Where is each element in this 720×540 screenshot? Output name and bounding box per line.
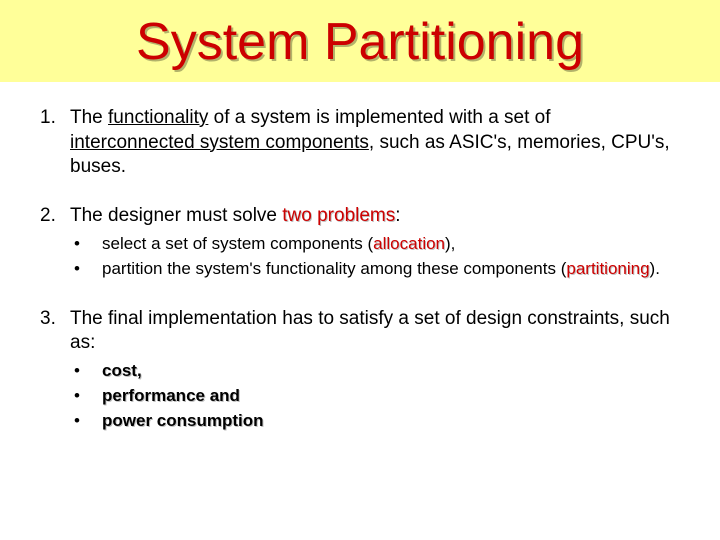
- sub-list: • select a set of system components (all…: [70, 233, 680, 281]
- list-body: The final implementation has to satisfy …: [70, 307, 680, 435]
- slide-title: System Partitioning: [0, 12, 720, 72]
- list-number: 2.: [40, 204, 70, 283]
- sub-item: • power consumption: [74, 410, 680, 433]
- sub-item: • select a set of system components (all…: [74, 233, 680, 256]
- underlined-text: functionality: [108, 107, 208, 128]
- bullet-icon: •: [74, 258, 102, 281]
- bold-text: power consumption: [102, 410, 680, 433]
- bullet-icon: •: [74, 360, 102, 383]
- bullet-icon: •: [74, 410, 102, 433]
- bullet-icon: •: [74, 385, 102, 408]
- sub-item: • partition the system's functionality a…: [74, 258, 680, 281]
- sub-body: select a set of system components (alloc…: [102, 233, 680, 256]
- text-segment: :: [395, 205, 400, 226]
- text-segment: The final implementation has to satisfy …: [70, 308, 670, 354]
- text-segment: The: [70, 107, 108, 128]
- list-item-3: 3. The final implementation has to satis…: [40, 307, 680, 435]
- sub-body: partition the system's functionality amo…: [102, 258, 680, 281]
- sub-list: • cost, • performance and • power consum…: [70, 360, 680, 433]
- list-number: 1.: [40, 106, 70, 180]
- slide-content: 1. The functionality of a system is impl…: [0, 82, 720, 435]
- text-segment: select a set of system components (: [102, 234, 373, 253]
- emphasis-text: two problems: [282, 205, 395, 226]
- emphasis-text: partitioning: [566, 259, 649, 278]
- emphasis-text: allocation: [373, 234, 445, 253]
- bold-text: cost,: [102, 360, 680, 383]
- list-number: 3.: [40, 307, 70, 435]
- text-segment: ).: [650, 259, 660, 278]
- text-segment: of a system is implemented with a set of: [208, 107, 550, 128]
- text-segment: partition the system's functionality amo…: [102, 259, 566, 278]
- list-body: The functionality of a system is impleme…: [70, 106, 680, 180]
- bullet-icon: •: [74, 233, 102, 256]
- bold-text: performance and: [102, 385, 680, 408]
- list-item-2: 2. The designer must solve two problems:…: [40, 204, 680, 283]
- title-band: System Partitioning: [0, 0, 720, 82]
- sub-item: • performance and: [74, 385, 680, 408]
- text-segment: The designer must solve: [70, 205, 282, 226]
- list-item-1: 1. The functionality of a system is impl…: [40, 106, 680, 180]
- underlined-text: interconnected system components: [70, 132, 369, 153]
- text-segment: ),: [445, 234, 455, 253]
- list-body: The designer must solve two problems: • …: [70, 204, 680, 283]
- sub-item: • cost,: [74, 360, 680, 383]
